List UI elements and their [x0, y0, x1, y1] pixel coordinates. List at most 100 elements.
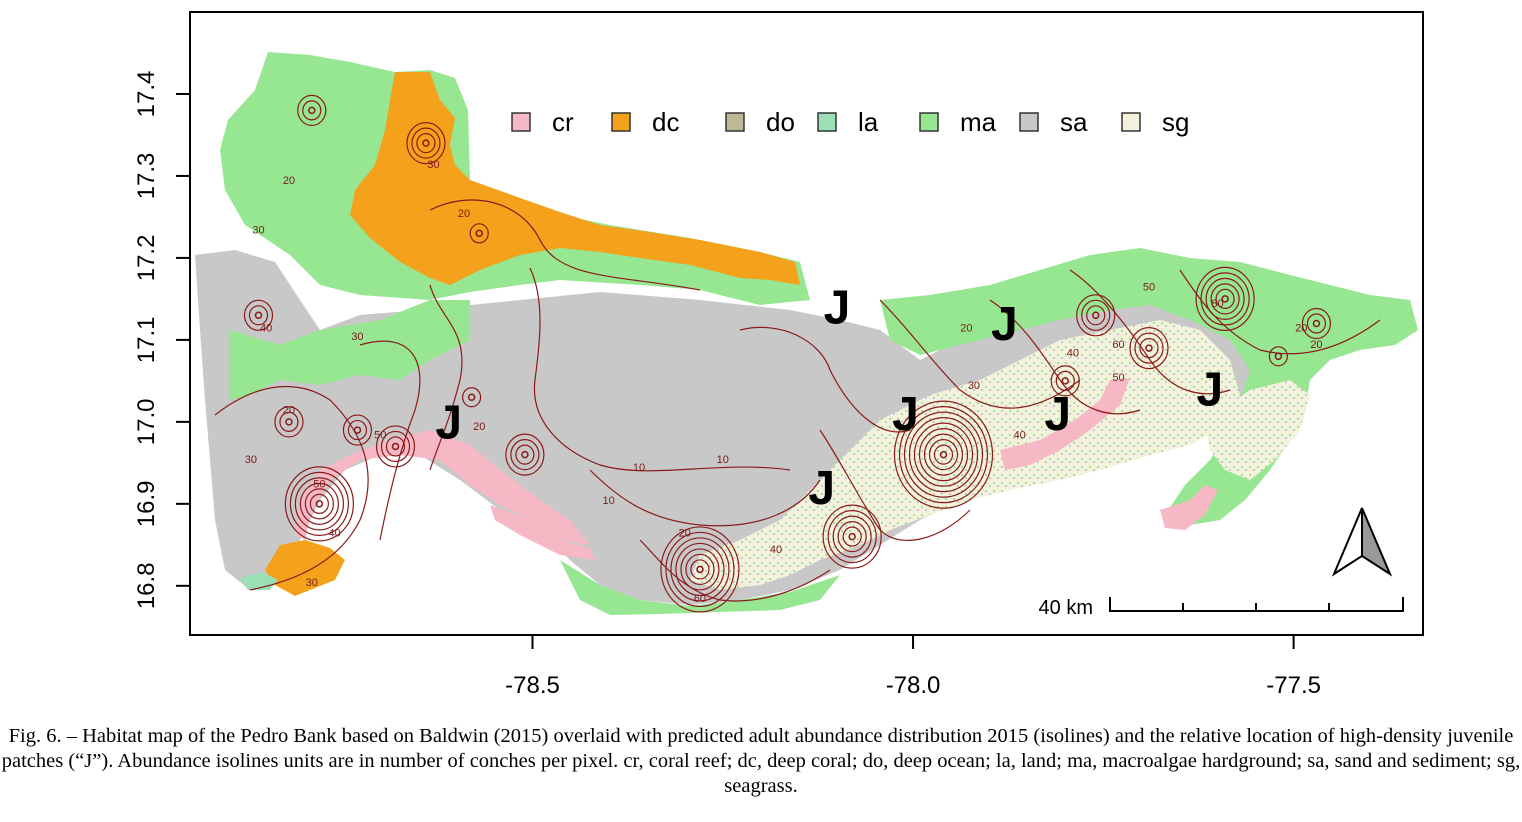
isoline-peak [467, 393, 476, 402]
habitat-sg-southeast [1205, 380, 1310, 480]
legend-swatch-cr [511, 112, 531, 132]
isoline-ring [665, 531, 735, 608]
isoline-ring [274, 406, 304, 438]
isoline-peak [391, 442, 400, 451]
isoline-ring [1076, 294, 1116, 337]
isoline-contour [989, 299, 1141, 415]
legend-swatch-sg [1121, 112, 1141, 132]
isoline-label: 20 [1295, 323, 1307, 335]
juvenile-patch-marker: J [1044, 388, 1071, 441]
map-plot-area [195, 52, 1418, 615]
isoline-ring [1134, 332, 1164, 364]
isoline-peak [939, 450, 948, 459]
isoline-ring [822, 504, 882, 569]
legend-label-la: la [858, 107, 879, 137]
isoline-label: 20 [960, 323, 972, 335]
isoline-label: 20 [283, 405, 295, 417]
isoline-label: 10 [717, 454, 729, 466]
isoline-ring [827, 510, 877, 564]
isoline-contour [1179, 269, 1381, 355]
isoline-peak [1061, 377, 1070, 385]
isoline-contour [529, 267, 791, 472]
isoline-label: 30 [968, 380, 980, 392]
isoline-ring [893, 400, 994, 509]
isoline-ring [462, 387, 482, 408]
isoline-contour [739, 326, 911, 433]
isoline-ring [908, 417, 979, 493]
isoline-peak [696, 565, 704, 574]
isoline-label: 50 [1143, 282, 1155, 294]
isoline-ring [411, 127, 441, 159]
isoline-ring [375, 425, 416, 468]
habitat-ma-south [560, 560, 840, 615]
isoline-peak [475, 229, 483, 238]
juvenile-patch-marker: J [1197, 363, 1224, 416]
habitat-cr-southeast [1160, 485, 1218, 530]
isoline-ring [342, 414, 373, 446]
habitat-dc-southwest [265, 540, 345, 596]
isoline-ring [1205, 277, 1245, 321]
isoline-ring [279, 411, 299, 432]
x-axis: -78.5 -78.0 -77.5 [505, 635, 1321, 699]
habitat-ma-center [230, 300, 470, 400]
y-tick-label: 17.1 [133, 317, 160, 364]
isoline-ring [505, 433, 545, 476]
y-axis: 16.8 16.9 17.0 17.1 17.2 17.3 17.4 [133, 71, 190, 609]
isoline-peak [1145, 344, 1153, 352]
isoline-label: 40 [1067, 347, 1079, 359]
isoline-ring [913, 422, 974, 487]
isoline-ring [918, 428, 969, 482]
figure-caption: Fig. 6. – Habitat map of the Pedro Bank … [1, 725, 1521, 797]
isoline-label: 20 [458, 208, 470, 220]
isoline-label: 30 [245, 454, 257, 466]
north-arrow-icon [1331, 507, 1393, 577]
isoline-ring [832, 515, 872, 558]
scale-bar: 40 km [1039, 597, 1404, 619]
isoline-ring [289, 471, 349, 536]
isoline-ring [898, 406, 989, 504]
isoline-label: 40 [260, 323, 272, 335]
isoline-ring [675, 542, 725, 597]
legend-label-do: do [766, 107, 795, 137]
isoline-label: 30 [427, 159, 439, 171]
legend-label-dc: dc [652, 107, 679, 137]
isoline-contour [879, 299, 1081, 409]
juvenile-patch-marker: J [824, 282, 851, 335]
abundance-isoline-labels: 2030403020305050403020101010206040302020… [245, 159, 1323, 605]
isoline-label: 30 [306, 577, 318, 589]
legend-swatch-do [725, 112, 745, 132]
legend-label-cr: cr [552, 107, 574, 137]
x-tick-label: -78.0 [886, 672, 941, 699]
legend-swatch-dc [611, 112, 631, 132]
isoline-peak [521, 450, 529, 459]
isoline-ring [302, 100, 322, 121]
juvenile-patch-marker: J [892, 388, 919, 441]
isoline-peak [848, 532, 856, 541]
isoline-label: 20 [1310, 339, 1322, 351]
isoline-contour [819, 429, 971, 541]
isoline-ring [304, 488, 334, 520]
isoline-ring [670, 537, 730, 602]
isoline-contour [359, 340, 421, 541]
isoline-peak [254, 311, 263, 320]
isoline-contour [589, 469, 821, 527]
scale-bar-label: 40 km [1039, 597, 1093, 619]
isoline-ring [380, 430, 411, 463]
juvenile-patch-marker: J [991, 298, 1018, 351]
isoline-ring [299, 482, 339, 525]
isoline-ring [660, 526, 740, 613]
isoline-ring [690, 559, 710, 580]
isoline-ring [406, 122, 446, 165]
isoline-ring [385, 436, 406, 457]
isoline-contour [214, 385, 369, 591]
isoline-contour [639, 539, 831, 602]
habitat-dc-north [350, 72, 800, 285]
x-tick-label: -77.5 [1266, 672, 1321, 699]
habitat-sg-east [690, 320, 1240, 590]
isoline-ring [923, 433, 964, 476]
isoline-ring [515, 444, 535, 465]
isoline-label: 60 [1112, 339, 1124, 351]
isoline-ring [842, 526, 862, 547]
isoline-label: 40 [1013, 429, 1025, 441]
habitat-legend: cr dc do la ma sa sg [511, 107, 1189, 137]
